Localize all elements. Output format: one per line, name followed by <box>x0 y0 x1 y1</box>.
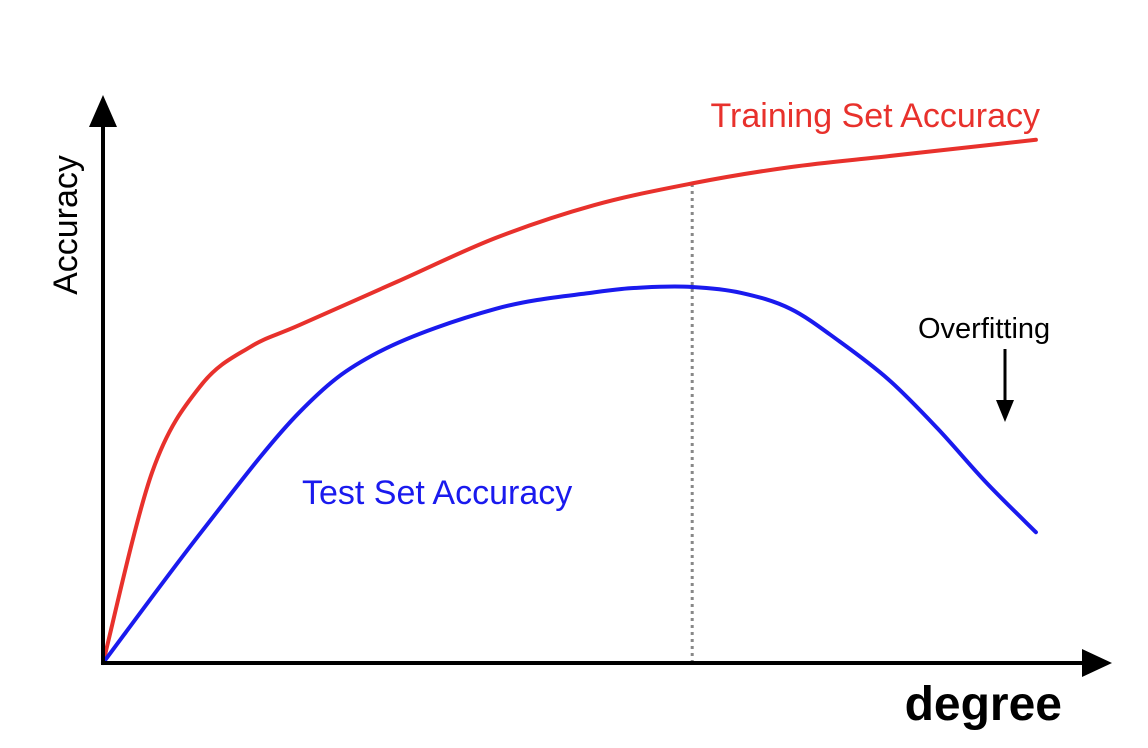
y-axis-label: Accuracy <box>47 155 85 295</box>
plot-area <box>101 137 1038 665</box>
x-axis-label: degree <box>905 678 1062 731</box>
series-label-test: Test Set Accuracy <box>302 474 572 512</box>
series-line-training <box>101 137 1038 665</box>
overfitting-arrow-head <box>996 400 1014 422</box>
y-axis-arrowhead <box>89 95 117 127</box>
series-label-training: Training Set Accuracy <box>711 97 1040 135</box>
x-axis-arrowhead <box>1082 649 1112 677</box>
series-line-test <box>101 284 1038 665</box>
overfitting-annotation: Overfitting <box>918 313 1050 345</box>
